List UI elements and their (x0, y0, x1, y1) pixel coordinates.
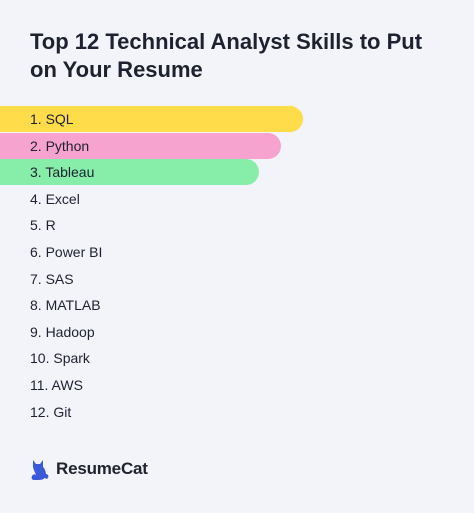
skill-label: 5. R (30, 217, 56, 234)
list-item-10: 10. Spark (0, 345, 474, 372)
skill-label: 11. AWS (30, 376, 83, 393)
cat-logo-icon (31, 460, 49, 480)
highlight-bar-2 (0, 132, 281, 159)
list-item-8: 8. MATLAB (0, 292, 474, 319)
list-item-6: 6. Power BI (0, 239, 474, 266)
list-item-4: 4. Excel (0, 186, 474, 213)
list-item-7: 7. SAS (0, 266, 474, 293)
list-item-3: 3. Tableau (0, 159, 474, 186)
skill-label: 7. SAS (30, 270, 74, 287)
skill-label: 6. Power BI (30, 243, 103, 260)
page-title: Top 12 Technical Analyst Skills to Put o… (30, 29, 423, 82)
highlight-bar-1 (0, 106, 303, 132)
list-item-1: 1. SQL (0, 106, 474, 133)
brand-name: ResumeCat (56, 459, 148, 478)
highlight-bar-3 (0, 159, 259, 186)
skill-label: 12. Git (30, 403, 72, 420)
skill-label: 4. Excel (30, 190, 80, 207)
skill-label: 8. MATLAB (30, 297, 101, 314)
list-item-5: 5. R (0, 212, 474, 239)
list-item-11: 11. AWS (0, 372, 474, 399)
skill-label: 10. Spark (30, 350, 90, 367)
skill-label: 1. SQL (30, 111, 74, 127)
skills-list: 1. SQL 2. Python 3. Tableau 4. Excel 5. … (0, 106, 474, 425)
skill-label: 9. Hadoop (30, 323, 95, 340)
list-item-2: 2. Python (0, 132, 474, 160)
brand-logo: ResumeCat (30, 456, 148, 482)
list-item-12: 12. Git (0, 399, 474, 426)
skill-label: 2. Python (30, 137, 90, 154)
skill-label: 3. Tableau (30, 164, 95, 181)
list-item-9: 9. Hadoop (0, 319, 474, 346)
